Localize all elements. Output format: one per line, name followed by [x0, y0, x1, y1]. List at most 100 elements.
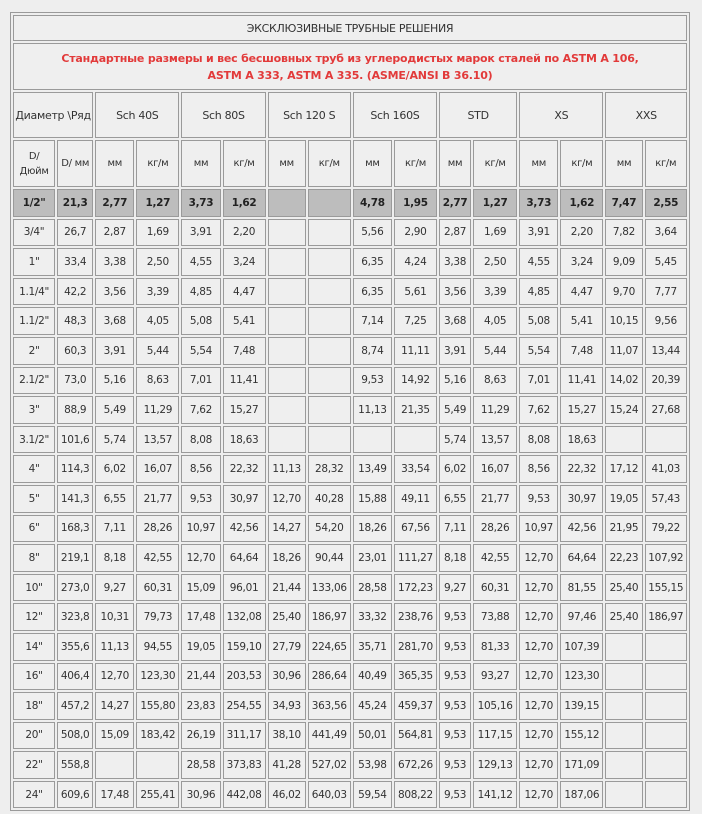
value-cell: 11,41 [222, 366, 266, 395]
value-cell: 30,96 [267, 662, 306, 691]
value-cell [307, 248, 351, 276]
value-cell: 203,53 [222, 662, 266, 691]
value-cell: 30,96 [181, 780, 221, 809]
value-cell [267, 425, 306, 454]
header-unit: кг/м [473, 140, 518, 187]
value-cell: 8,56 [519, 455, 559, 483]
value-cell: 27,79 [267, 632, 306, 661]
diameter-inch-cell: 6" [13, 514, 56, 543]
value-cell: 26,19 [181, 721, 221, 750]
value-cell: 4,47 [222, 277, 266, 306]
header-group: Sch 80S [181, 92, 266, 138]
table-row: 5" 141,3 6,55 21,77 9,53 30,97 12,70 40,28 15,88… [13, 484, 687, 513]
value-cell: 5,49 [439, 396, 472, 424]
value-cell: 12,70 [267, 484, 306, 513]
diameter-mm-cell: 219,1 [57, 544, 94, 572]
table-row: 1/2" 21,3 2,77 1,27 3,73 1,62 4,78 1,95 2,77 1,27… [13, 189, 687, 217]
value-cell: 17,12 [605, 455, 643, 483]
header-unit: мм [267, 140, 306, 187]
value-cell: 7,01 [519, 366, 559, 395]
value-cell: 5,45 [644, 248, 687, 276]
value-cell: 2,77 [439, 189, 472, 217]
value-cell [267, 277, 306, 306]
value-cell: 139,15 [560, 692, 604, 720]
value-cell: 25,40 [605, 573, 643, 602]
value-cell: 11,13 [352, 396, 392, 424]
diameter-inch-cell: 1" [13, 248, 56, 276]
value-cell: 117,15 [473, 721, 518, 750]
diameter-mm-cell: 168,3 [57, 514, 94, 543]
value-cell [267, 307, 306, 335]
value-cell: 9,53 [181, 484, 221, 513]
table-row: 20" 508,0 15,09 183,42 26,19 311,17 38,10 441,4… [13, 721, 687, 750]
value-cell: 564,81 [393, 721, 438, 750]
value-cell [267, 396, 306, 424]
value-cell: 42,56 [222, 514, 266, 543]
value-cell: 3,91 [181, 218, 221, 247]
value-cell: 42,55 [136, 544, 180, 572]
value-cell: 8,63 [473, 366, 518, 395]
value-cell: 155,12 [560, 721, 604, 750]
value-cell: 12,70 [519, 662, 559, 691]
table-row: 3/4" 26,7 2,87 1,69 3,91 2,20 5,56 2,90 2,87 1,69… [13, 218, 687, 247]
value-cell: 640,03 [307, 780, 351, 809]
value-cell: 59,54 [352, 780, 392, 809]
value-cell: 7,48 [560, 336, 604, 365]
value-cell: 4,85 [519, 277, 559, 306]
diameter-inch-cell: 3/4" [13, 218, 56, 247]
value-cell: 96,01 [222, 573, 266, 602]
value-cell: 25,40 [267, 603, 306, 631]
value-cell: 27,68 [644, 396, 687, 424]
value-cell: 2,50 [136, 248, 180, 276]
value-cell: 22,32 [222, 455, 266, 483]
value-cell: 23,83 [181, 692, 221, 720]
value-cell: 34,93 [267, 692, 306, 720]
table-row: 12" 323,8 10,31 79,73 17,48 132,08 25,40 186,97… [13, 603, 687, 631]
value-cell: 15,09 [181, 573, 221, 602]
header-unit: кг/м [136, 140, 180, 187]
value-cell: 12,70 [519, 603, 559, 631]
value-cell [605, 662, 643, 691]
value-cell: 141,12 [473, 780, 518, 809]
value-cell: 2,87 [439, 218, 472, 247]
diameter-inch-cell: 12" [13, 603, 56, 631]
value-cell [136, 751, 180, 779]
header-unit: кг/м [222, 140, 266, 187]
value-cell: 9,53 [352, 366, 392, 395]
table-row: 22" 558,8 28,58 373,83 41,28 527,02 53,98 672,2… [13, 751, 687, 779]
value-cell: 6,55 [95, 484, 135, 513]
value-cell: 30,97 [560, 484, 604, 513]
value-cell [605, 721, 643, 750]
value-cell: 129,13 [473, 751, 518, 779]
value-cell: 363,56 [307, 692, 351, 720]
value-cell: 7,62 [181, 396, 221, 424]
value-cell: 2,50 [473, 248, 518, 276]
value-cell: 97,46 [560, 603, 604, 631]
value-cell: 16,07 [473, 455, 518, 483]
value-cell: 107,92 [644, 544, 687, 572]
subtitle-line-2: ASTM A 333, ASTM A 335. (ASME/ANSI B 36.… [207, 68, 493, 82]
diameter-mm-cell: 48,3 [57, 307, 94, 335]
value-cell: 3,39 [136, 277, 180, 306]
value-cell: 286,64 [307, 662, 351, 691]
value-cell: 90,44 [307, 544, 351, 572]
value-cell [644, 721, 687, 750]
value-cell: 5,74 [95, 425, 135, 454]
value-cell: 2,87 [95, 218, 135, 247]
value-cell: 7,14 [352, 307, 392, 335]
value-cell: 281,70 [393, 632, 438, 661]
value-cell: 4,55 [519, 248, 559, 276]
value-cell: 5,56 [352, 218, 392, 247]
value-cell: 254,55 [222, 692, 266, 720]
value-cell [644, 632, 687, 661]
value-cell: 238,76 [393, 603, 438, 631]
value-cell: 57,43 [644, 484, 687, 513]
value-cell: 38,10 [267, 721, 306, 750]
value-cell: 25,40 [605, 603, 643, 631]
value-cell [307, 277, 351, 306]
diameter-inch-cell: 1.1/4" [13, 277, 56, 306]
diameter-mm-cell: 42,2 [57, 277, 94, 306]
value-cell: 442,08 [222, 780, 266, 809]
value-cell: 9,53 [439, 780, 472, 809]
value-cell: 7,11 [95, 514, 135, 543]
